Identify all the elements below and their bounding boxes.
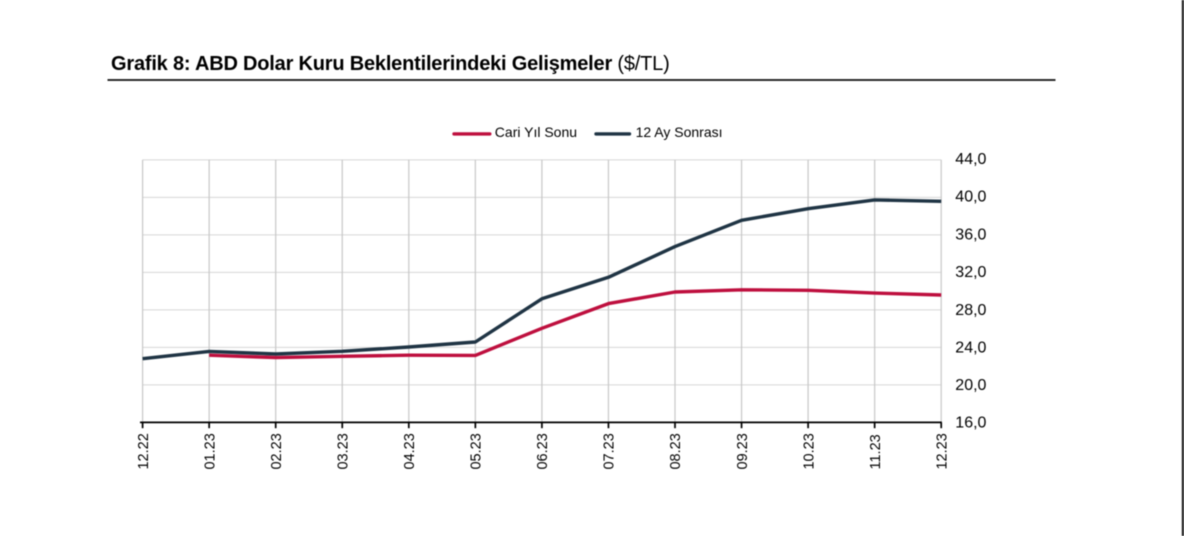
svg-text:07.23: 07.23 [602, 433, 618, 469]
svg-text:36,0: 36,0 [955, 226, 986, 243]
svg-text:44,0: 44,0 [955, 151, 986, 168]
svg-text:16,0: 16,0 [955, 414, 986, 431]
svg-text:12.22: 12.22 [136, 433, 152, 469]
svg-text:09.23: 09.23 [735, 433, 751, 469]
svg-text:24,0: 24,0 [955, 339, 986, 356]
svg-text:06.23: 06.23 [535, 433, 551, 469]
svg-text:Cari Yıl Sonu: Cari Yıl Sonu [495, 124, 577, 140]
svg-text:28,0: 28,0 [955, 302, 986, 319]
svg-text:02.23: 02.23 [269, 433, 285, 469]
svg-text:12.23: 12.23 [934, 433, 950, 469]
svg-text:40,0: 40,0 [955, 189, 986, 206]
svg-text:08.23: 08.23 [668, 433, 684, 469]
svg-text:Grafik 8: ABD Dolar Kuru Bekle: Grafik 8: ABD Dolar Kuru Beklentilerinde… [111, 53, 670, 75]
svg-text:11.23: 11.23 [868, 434, 884, 469]
svg-text:05.23: 05.23 [469, 433, 485, 469]
svg-text:12 Ay Sonrası: 12 Ay Sonrası [636, 124, 723, 140]
svg-text:32,0: 32,0 [955, 264, 986, 281]
svg-text:01.23: 01.23 [202, 433, 218, 469]
svg-text:04.23: 04.23 [402, 433, 418, 469]
svg-text:10.23: 10.23 [801, 433, 817, 469]
svg-text:20,0: 20,0 [955, 377, 986, 394]
svg-text:03.23: 03.23 [335, 433, 351, 469]
